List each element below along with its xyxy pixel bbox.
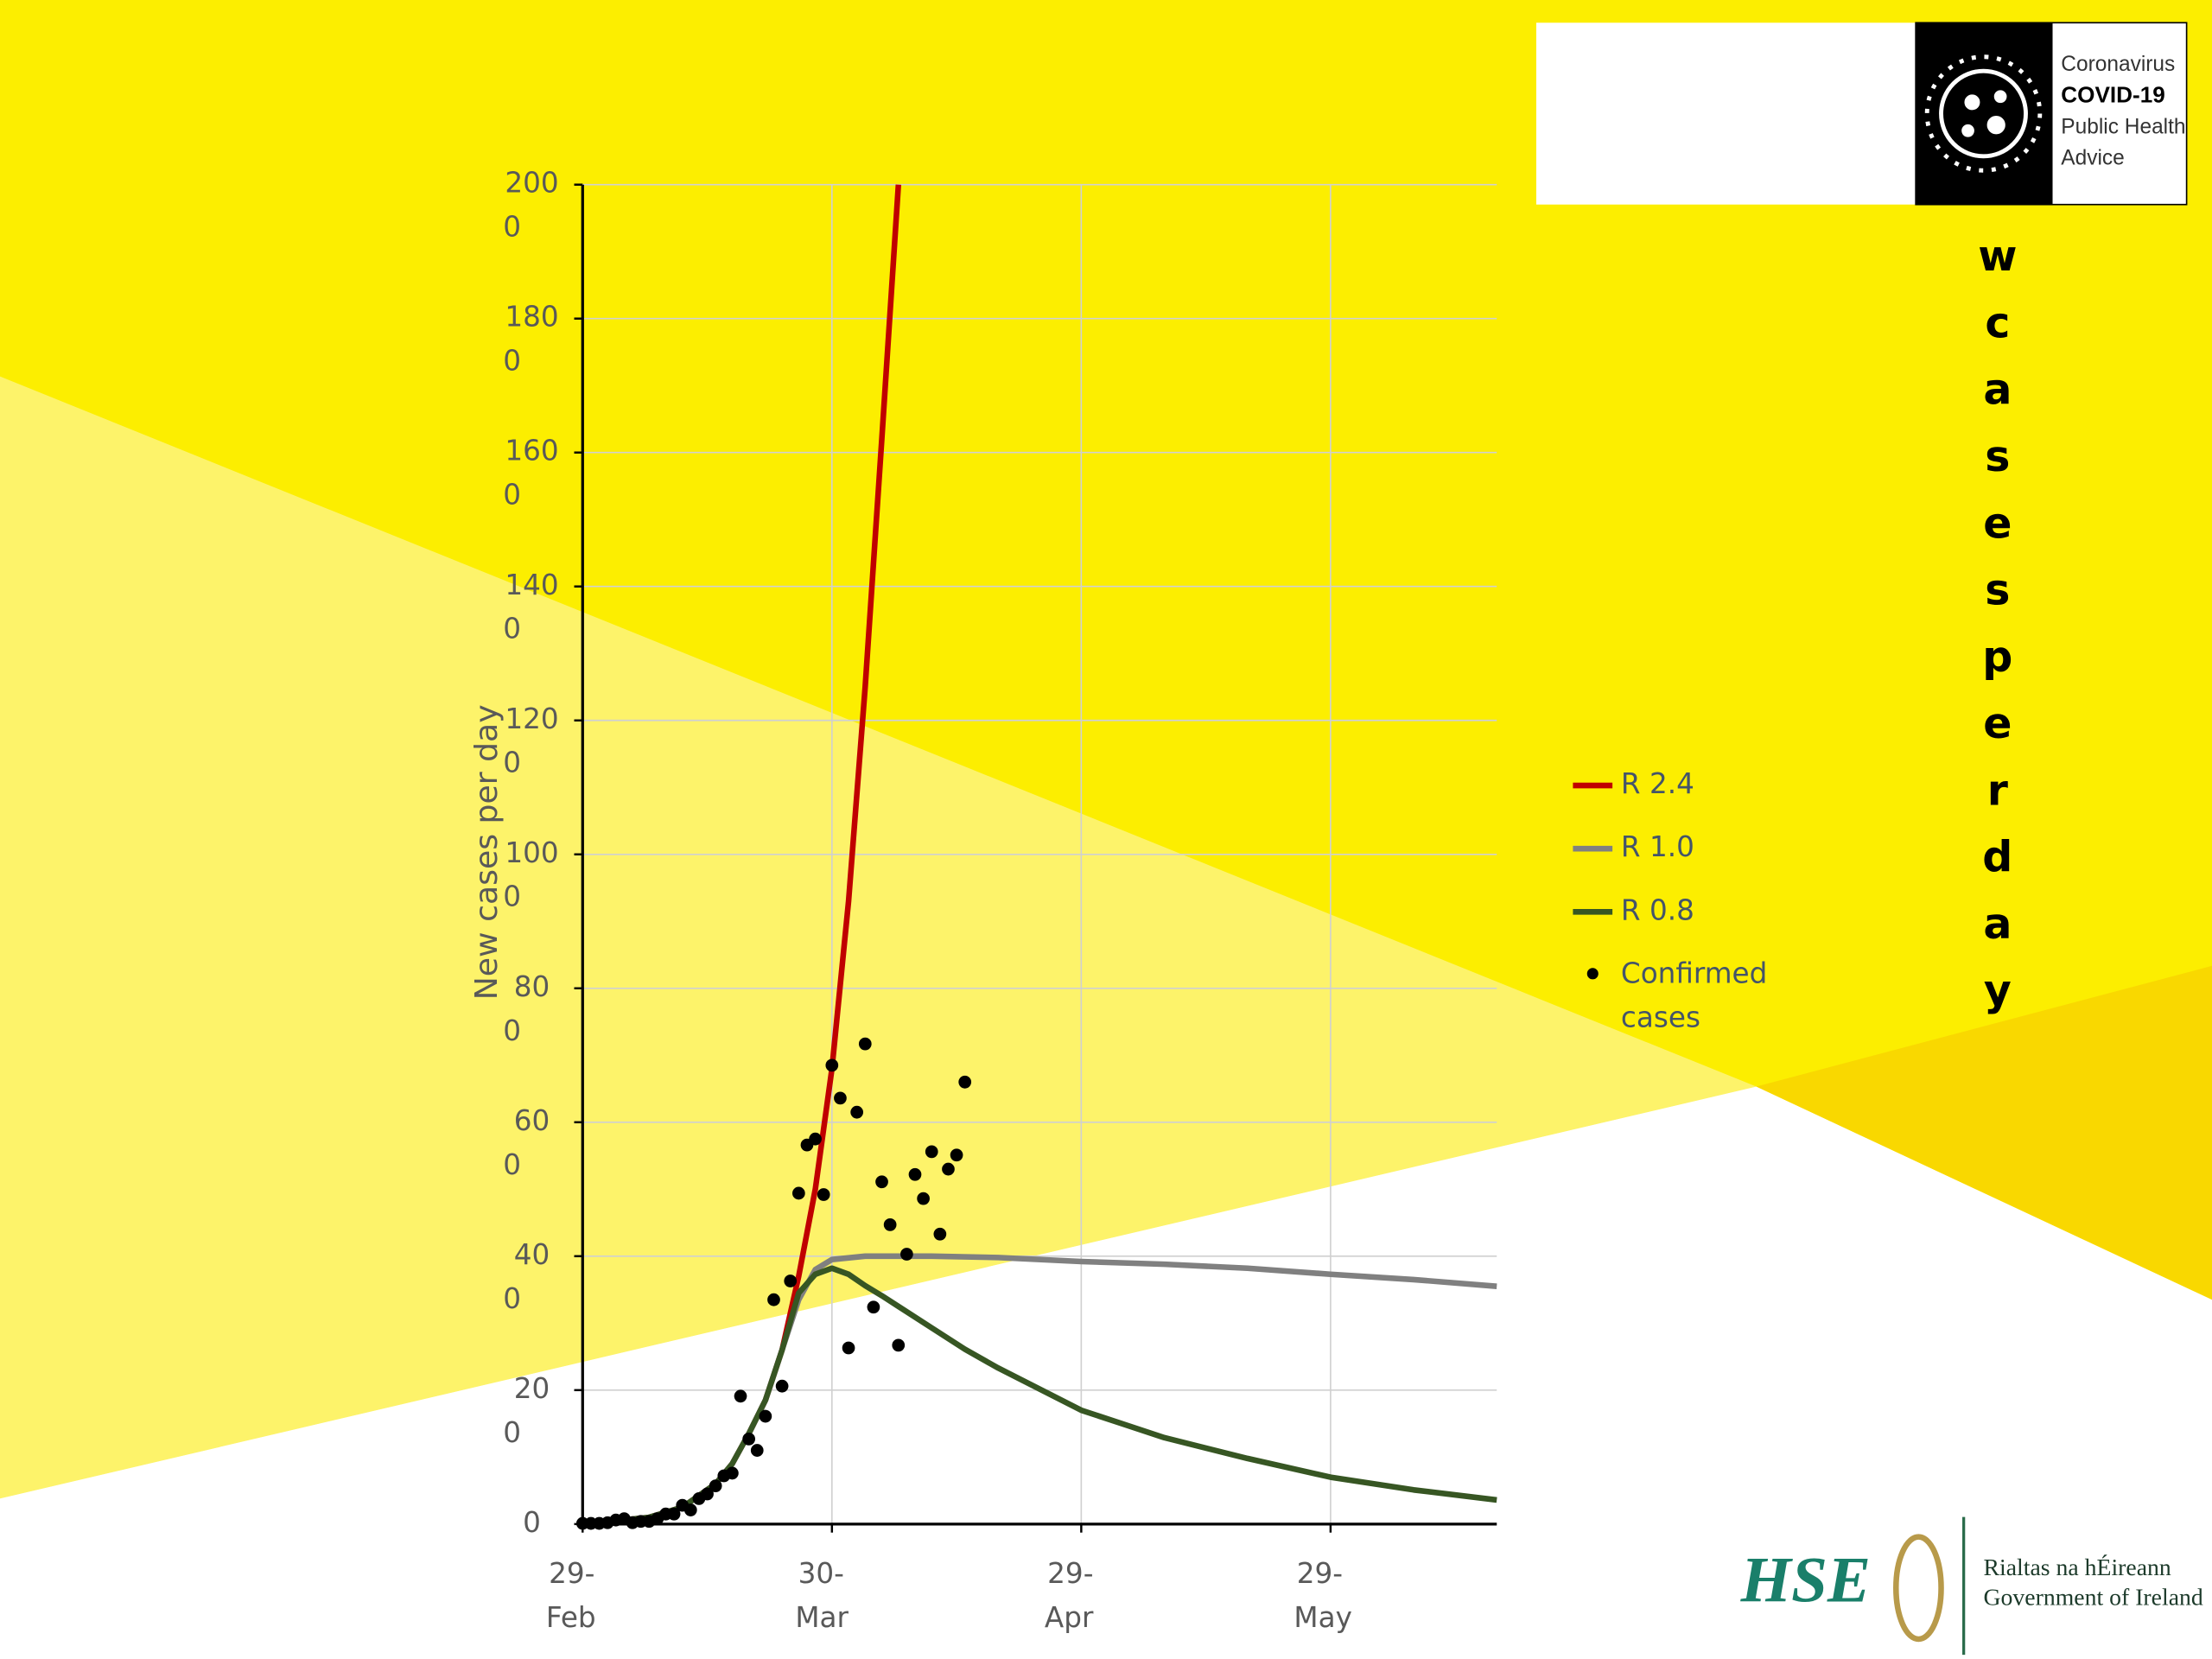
harp-icon — [1893, 1534, 1944, 1643]
data-point — [950, 1148, 963, 1162]
background-white — [0, 1086, 2212, 1659]
legend-marker — [1586, 968, 1599, 980]
y-tick-label: 80 0 — [503, 970, 550, 1047]
legend-label: R 2.4 — [1621, 767, 1694, 800]
x-tick-label: 29-Apr — [1045, 1557, 1094, 1634]
data-point — [875, 1175, 888, 1189]
data-point — [867, 1300, 880, 1314]
logo-blank — [1535, 22, 1917, 205]
data-point — [742, 1433, 755, 1446]
y-tick-label: 140 0 — [503, 569, 558, 645]
background-band — [0, 376, 1757, 1499]
data-point — [709, 1479, 722, 1493]
y-tick-label: 120 0 — [503, 702, 558, 779]
y-tick-label: 20 0 — [503, 1372, 550, 1449]
data-point — [792, 1186, 805, 1200]
hse-logo: HSE — [1740, 1544, 1871, 1616]
logo-line: COVID-19 — [2061, 82, 2164, 108]
y-tick-label: 100 0 — [503, 836, 558, 913]
y-tick-label: 160 0 — [503, 435, 558, 512]
data-point — [667, 1507, 681, 1521]
data-point — [900, 1248, 913, 1261]
data-point — [784, 1274, 798, 1287]
data-point — [726, 1466, 739, 1480]
data-point — [883, 1217, 897, 1231]
data-point — [917, 1192, 930, 1205]
data-point — [759, 1409, 772, 1423]
data-point — [850, 1105, 864, 1119]
gov-text: Government of Ireland — [1984, 1584, 2203, 1611]
virus-icon — [1924, 54, 2043, 173]
legend-label: Confirmed cases — [1621, 957, 1777, 1033]
y-tick-label: 40 0 — [503, 1238, 550, 1315]
x-tick-label: 30-Mar — [795, 1557, 849, 1634]
data-point — [683, 1503, 697, 1516]
data-point — [858, 1037, 872, 1051]
y-axis-label: New cases per day — [469, 704, 505, 1000]
logo-line: Advice — [2061, 147, 2124, 170]
data-point — [834, 1091, 847, 1105]
y-tick-label: 60 0 — [503, 1104, 550, 1181]
legend-label: R 1.0 — [1621, 830, 1694, 863]
background-gold — [1756, 965, 2212, 1300]
logo-line: Coronavirus — [2061, 53, 2175, 76]
data-point — [825, 1058, 839, 1072]
data-point — [842, 1341, 855, 1355]
data-point — [767, 1293, 780, 1306]
logo-line: Public Health — [2061, 115, 2185, 138]
data-point — [809, 1132, 822, 1146]
x-tick-label: 29-Feb — [546, 1557, 596, 1634]
data-point — [892, 1338, 906, 1352]
y-tick-label: 0 — [523, 1506, 541, 1539]
data-point — [942, 1162, 955, 1176]
y-tick-label: 200 0 — [503, 167, 558, 244]
legend-label: R 0.8 — [1621, 893, 1694, 926]
y-tick-label: 180 0 — [503, 301, 558, 378]
gov-text: Rialtas na hÉireann — [1984, 1554, 2171, 1581]
logo-icon-bg — [1916, 22, 2053, 205]
data-point — [933, 1227, 947, 1241]
data-point — [750, 1444, 764, 1457]
data-point — [925, 1145, 938, 1159]
data-point — [817, 1188, 830, 1201]
data-point — [908, 1167, 922, 1181]
data-point — [734, 1389, 747, 1403]
data-point — [701, 1487, 714, 1501]
data-point — [775, 1379, 789, 1393]
data-point — [958, 1075, 972, 1089]
x-tick-label: 29-May — [1294, 1557, 1351, 1634]
